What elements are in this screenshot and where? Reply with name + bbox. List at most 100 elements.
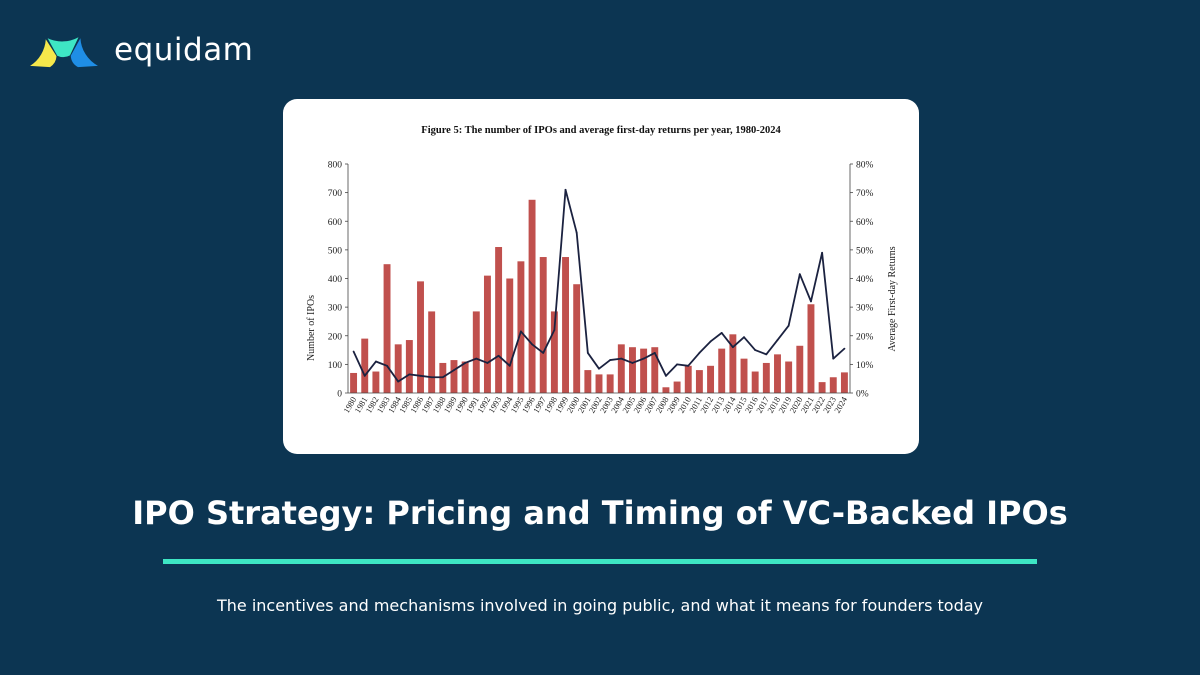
bar-2014 (729, 334, 737, 393)
bar-1987 (428, 311, 436, 393)
line-point-1988 (441, 376, 444, 379)
bar-2018 (774, 354, 781, 393)
bar-2010 (684, 365, 692, 393)
line-point-2008 (665, 374, 667, 377)
bar-2017 (762, 362, 770, 393)
line-point-2004 (620, 357, 623, 360)
bar-1980 (350, 372, 358, 393)
line-point-2003 (609, 359, 612, 361)
y2-tick-label: 60% (856, 218, 874, 228)
line-point-1981 (363, 374, 366, 377)
bar-1985 (405, 340, 413, 393)
y2-tick-label: 30% (856, 304, 874, 314)
first-day-returns-line (352, 188, 846, 383)
bar-1991 (472, 311, 480, 393)
bar-1990 (461, 361, 469, 393)
line-point-2007 (653, 352, 656, 354)
y-tick-label: 500 (328, 246, 343, 256)
bar-2016 (751, 371, 759, 393)
y-tick-label: 600 (328, 218, 343, 228)
bar-1997 (539, 257, 547, 393)
line-point-1992 (486, 362, 489, 364)
logo-arc-teal (47, 37, 79, 58)
bar-2005 (629, 347, 636, 393)
line-point-1995 (520, 330, 522, 333)
bar-2004 (617, 344, 625, 393)
line-point-2019 (787, 324, 790, 327)
line-point-2005 (631, 362, 634, 364)
line-point-1986 (419, 374, 422, 377)
chart-title: Figure 5: The number of IPOs and average… (421, 125, 781, 136)
line-point-2011 (698, 352, 701, 354)
bar-2007 (651, 347, 659, 393)
bar-1984 (394, 344, 402, 393)
line-point-1996 (531, 343, 533, 346)
y-tick-label: 400 (328, 275, 343, 285)
bar-2015 (740, 358, 748, 393)
bar-2021 (807, 304, 815, 393)
line-point-1993 (497, 354, 500, 357)
bar-2022 (818, 382, 826, 393)
y2-tick-label: 20% (856, 332, 874, 342)
line-point-1997 (542, 352, 545, 354)
line-point-2006 (642, 357, 645, 360)
bar-2003 (606, 374, 614, 393)
line-point-2020 (798, 273, 801, 276)
ipo-chart: Figure 5: The number of IPOs and average… (306, 125, 898, 415)
line-point-2000 (575, 231, 578, 234)
bar-2012 (707, 365, 715, 393)
bar-2024 (840, 372, 848, 393)
bar-2002 (595, 374, 603, 393)
line-point-2002 (598, 367, 600, 370)
y2-tick-label: 70% (856, 189, 874, 199)
line-point-2024 (843, 347, 846, 350)
line-point-2023 (832, 357, 835, 360)
line-point-1984 (397, 380, 400, 383)
x-tick-label: 2024 (832, 394, 850, 414)
y-axis-label: Number of IPOs (306, 295, 317, 361)
bar-1999 (562, 257, 569, 393)
line-point-2009 (676, 363, 678, 366)
y2-tick-label: 40% (856, 275, 874, 285)
logo-arc-blue (70, 38, 98, 68)
bar-1995 (517, 261, 525, 393)
line-point-2010 (687, 364, 690, 367)
line-point-2013 (720, 331, 723, 334)
y-tick-label: 800 (328, 161, 343, 171)
bar-2019 (785, 361, 793, 393)
brand-name: equidam (114, 32, 254, 68)
y-tick-label: 0 (337, 390, 342, 400)
bar-2008 (662, 387, 670, 393)
line-point-1982 (374, 360, 377, 363)
bar-2001 (584, 370, 592, 393)
line-point-2017 (765, 353, 768, 356)
line-point-2018 (776, 339, 779, 341)
logo-arc-yellow (30, 39, 57, 68)
y-tick-label: 200 (328, 332, 343, 342)
line-point-1987 (430, 376, 433, 379)
bar-1992 (483, 275, 491, 393)
bar-2000 (573, 284, 581, 393)
brand: equidam (28, 28, 253, 72)
bar-1986 (417, 281, 424, 393)
line-point-1991 (475, 357, 478, 360)
bar-2011 (695, 370, 703, 393)
y-tick-label: 300 (328, 304, 343, 314)
y2-tick-label: 80% (856, 161, 874, 171)
y2-tick-label: 10% (856, 361, 874, 371)
line-point-1994 (508, 364, 511, 367)
line-point-2021 (810, 300, 812, 303)
y-tick-label: 100 (328, 361, 343, 371)
bar-1994 (506, 278, 514, 393)
bar-1998 (550, 311, 558, 393)
line-point-2022 (821, 251, 824, 254)
bar-2023 (829, 377, 837, 393)
article-title: IPO Strategy: Pricing and Timing of VC-B… (132, 494, 1068, 532)
accent-divider (163, 559, 1037, 564)
line-point-1998 (553, 329, 556, 331)
y-tick-label: 700 (328, 189, 343, 199)
line-point-2014 (731, 346, 734, 349)
line-point-2015 (743, 336, 745, 339)
line-point-1985 (408, 373, 411, 376)
y2-tick-label: 50% (856, 246, 874, 256)
